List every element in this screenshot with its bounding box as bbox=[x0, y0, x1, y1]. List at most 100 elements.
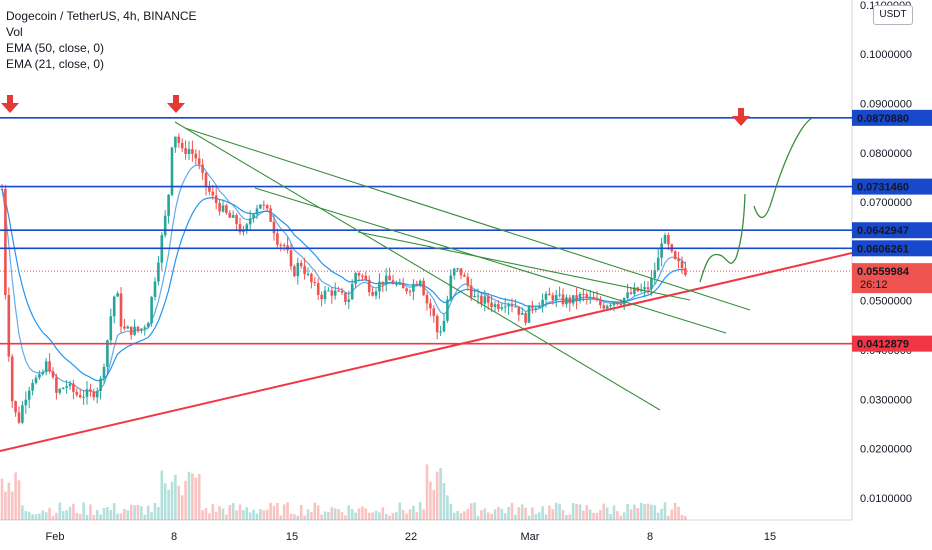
volume-bar bbox=[469, 503, 473, 520]
volume-bar bbox=[673, 503, 677, 520]
volume-bar bbox=[412, 505, 415, 520]
candle-body bbox=[323, 290, 327, 300]
candle-body bbox=[330, 290, 334, 296]
candle-body bbox=[82, 396, 85, 398]
volume-bar bbox=[347, 505, 351, 520]
candle-body bbox=[72, 383, 75, 392]
candle-body bbox=[463, 275, 466, 277]
candle-body bbox=[146, 323, 150, 328]
candle-body bbox=[354, 273, 357, 284]
projection-path[interactable] bbox=[699, 117, 813, 283]
x-tick-label: 8 bbox=[647, 531, 653, 543]
volume-bar bbox=[554, 502, 558, 520]
volume-bar bbox=[231, 503, 235, 520]
candle-body bbox=[609, 304, 612, 306]
candle-body bbox=[568, 297, 572, 304]
volume-bar bbox=[92, 515, 96, 520]
candle-body bbox=[99, 378, 102, 392]
volume-bar bbox=[293, 514, 296, 520]
candle-body bbox=[643, 287, 646, 290]
candle-body bbox=[61, 387, 65, 389]
volume-bar bbox=[10, 491, 14, 520]
volume-bar bbox=[578, 504, 582, 520]
volume-bar bbox=[225, 514, 228, 520]
candle-body bbox=[602, 305, 606, 309]
ema50-line bbox=[1, 188, 686, 382]
candle-body bbox=[551, 295, 555, 301]
candle-body bbox=[306, 273, 310, 275]
candle-body bbox=[112, 296, 116, 317]
level-label-box bbox=[852, 335, 932, 352]
wedge-line[interactable] bbox=[254, 187, 727, 334]
candle-body bbox=[0, 188, 4, 190]
volume-bar bbox=[497, 506, 500, 520]
candle-body bbox=[575, 295, 578, 301]
candle-body bbox=[459, 268, 463, 276]
candle-body bbox=[92, 391, 96, 398]
volume-bar bbox=[599, 510, 602, 520]
volume-bar bbox=[255, 513, 259, 520]
candle-body bbox=[541, 299, 544, 307]
legend-symbol[interactable]: Dogecoin / TetherUS, 4h, BINANCE bbox=[6, 9, 197, 23]
wedge-line[interactable] bbox=[184, 127, 751, 311]
volume-bar bbox=[677, 506, 680, 520]
wedge-line[interactable] bbox=[357, 231, 691, 301]
candle-body bbox=[469, 285, 473, 298]
volume-bar bbox=[476, 515, 480, 520]
candle-body bbox=[486, 296, 490, 303]
volume-bar bbox=[204, 508, 208, 520]
currency-button[interactable]: USDT bbox=[873, 5, 913, 25]
y-tick-label: 0.0100000 bbox=[860, 493, 912, 505]
candle-body bbox=[242, 231, 245, 233]
x-tick-label: Feb bbox=[46, 531, 65, 543]
volume-bar bbox=[218, 506, 221, 520]
candle-body bbox=[619, 304, 623, 306]
candle-body bbox=[558, 294, 561, 296]
volume-bar bbox=[327, 511, 330, 520]
volume-bar bbox=[418, 502, 422, 520]
volume-bar bbox=[344, 515, 347, 520]
volume-bar bbox=[306, 509, 310, 520]
candle-body bbox=[38, 374, 41, 378]
volume-bar bbox=[208, 513, 211, 520]
candle-body bbox=[425, 295, 429, 304]
level-label-box bbox=[852, 222, 932, 239]
rising-trendline[interactable] bbox=[0, 252, 853, 452]
legend: Dogecoin / TetherUS, 4h, BINANCE Vol EMA… bbox=[6, 8, 197, 72]
candle-body bbox=[262, 204, 266, 206]
volume-bar bbox=[136, 504, 140, 520]
candle-body bbox=[153, 281, 157, 297]
candle-body bbox=[48, 361, 51, 372]
volume-bar bbox=[123, 508, 126, 520]
level-label-box bbox=[852, 109, 932, 126]
candle-body bbox=[276, 233, 279, 245]
legend-ema21[interactable]: EMA (21, close, 0) bbox=[6, 57, 105, 71]
volume-bar bbox=[109, 509, 113, 520]
candle-body bbox=[653, 270, 657, 279]
level-label-box bbox=[852, 240, 932, 257]
candle-body bbox=[75, 391, 79, 395]
volume-bar bbox=[439, 467, 442, 520]
candle-body bbox=[612, 302, 616, 305]
volume-bar bbox=[51, 515, 55, 520]
volume-bar bbox=[364, 508, 368, 520]
candle-body bbox=[191, 149, 194, 154]
legend-ema50[interactable]: EMA (50, close, 0) bbox=[6, 41, 105, 55]
candle-body bbox=[177, 136, 181, 143]
volume-bar bbox=[548, 505, 551, 520]
volume-bar bbox=[289, 513, 293, 520]
candle-body bbox=[663, 235, 667, 244]
y-tick-label: 0.0900000 bbox=[860, 99, 912, 111]
volume-bar bbox=[180, 495, 184, 520]
candle-body bbox=[633, 287, 636, 294]
volume-bar bbox=[384, 514, 388, 520]
candle-body bbox=[422, 280, 425, 296]
legend-vol[interactable]: Vol bbox=[6, 25, 23, 39]
candle-body bbox=[313, 282, 317, 284]
down-arrow-marker bbox=[1, 95, 19, 113]
candle-body bbox=[14, 401, 17, 413]
volume-bar bbox=[279, 515, 283, 520]
volume-bar bbox=[252, 509, 255, 520]
wedge-line[interactable] bbox=[174, 121, 661, 411]
